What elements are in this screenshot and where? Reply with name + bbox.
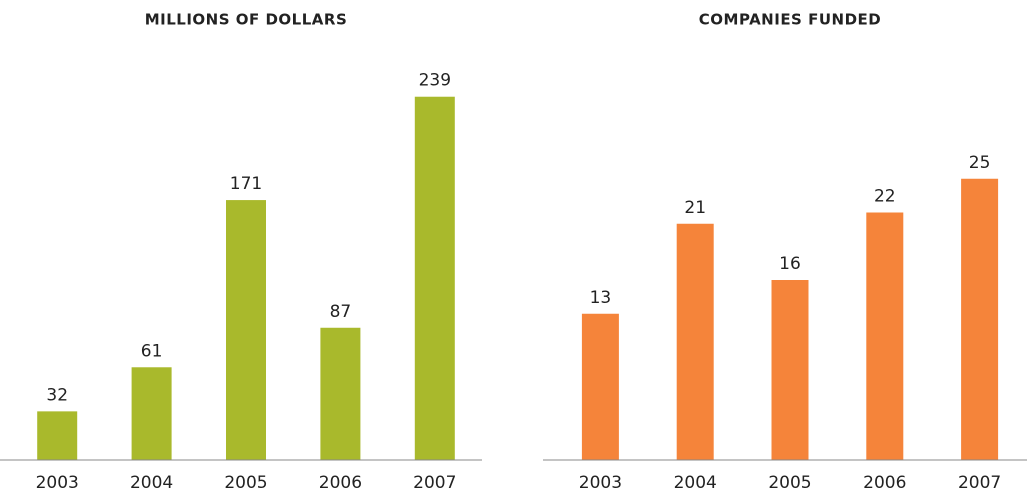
- bar: [676, 223, 714, 460]
- x-tick-label: 2005: [224, 473, 267, 493]
- x-tick-label: 2006: [863, 473, 906, 493]
- bar: [581, 313, 619, 460]
- bar: [226, 200, 266, 460]
- chart-title: COMPANIES FUNDED: [699, 11, 881, 29]
- value-label: 25: [969, 153, 991, 173]
- x-tick-label: 2003: [36, 473, 79, 493]
- bar: [320, 327, 361, 460]
- value-label: 239: [419, 71, 451, 91]
- value-label: 32: [46, 385, 68, 405]
- value-label: 13: [590, 288, 612, 308]
- x-tick-label: 2003: [579, 473, 622, 493]
- x-tick-label: 2005: [768, 473, 811, 493]
- x-tick-label: 2004: [674, 473, 717, 493]
- bar: [771, 280, 809, 460]
- x-tick-label: 2004: [130, 473, 173, 493]
- x-tick-label: 2007: [413, 473, 456, 493]
- value-label: 21: [684, 198, 706, 218]
- bar: [131, 367, 172, 460]
- value-label: 16: [779, 254, 801, 274]
- bar: [961, 178, 999, 460]
- bar: [866, 212, 904, 460]
- x-tick-label: 2007: [958, 473, 1001, 493]
- bar: [37, 411, 78, 460]
- value-label: 171: [230, 174, 262, 194]
- bar: [414, 96, 455, 460]
- chart-title: MILLIONS OF DOLLARS: [145, 11, 348, 29]
- value-label: 22: [874, 187, 896, 207]
- value-label: 61: [141, 341, 163, 361]
- value-label: 87: [330, 302, 352, 322]
- x-tick-label: 2006: [319, 473, 362, 493]
